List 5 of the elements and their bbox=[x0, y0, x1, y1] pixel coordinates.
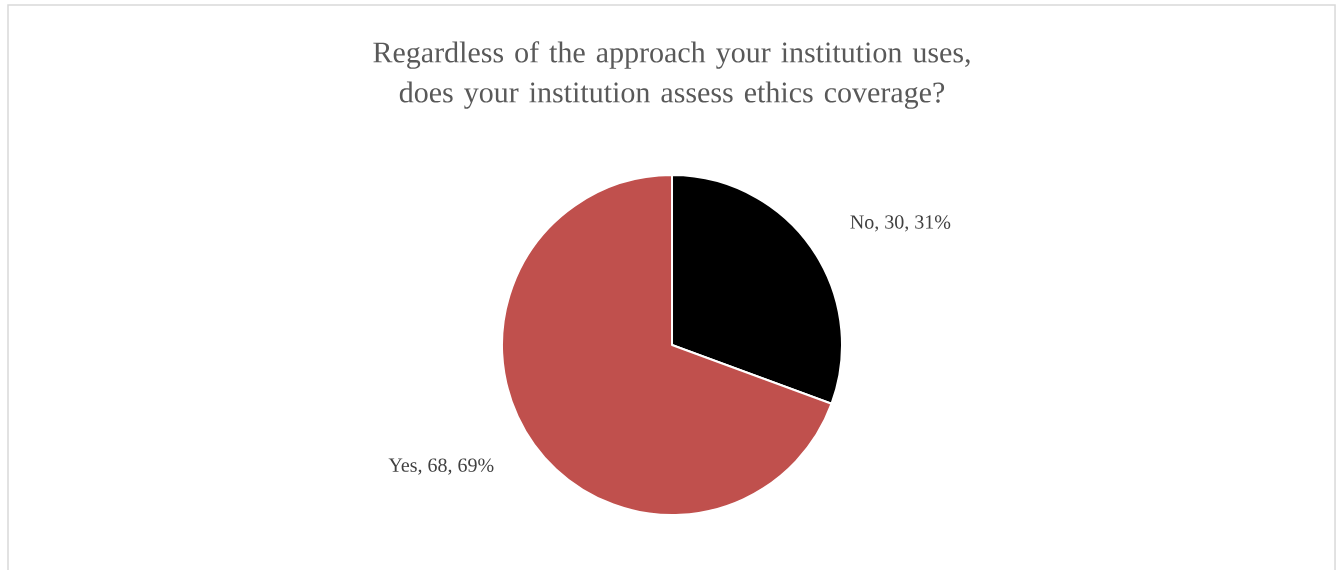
data-label: , 30, 31% bbox=[875, 215, 951, 232]
data-label: , 68, 69% bbox=[418, 458, 494, 475]
chart-title: Regardless of the approach your institution uses, does your institution assess ethics coverage? bbox=[373, 41, 970, 109]
slice-label: Yes bbox=[388, 458, 417, 472]
slice-label: No bbox=[850, 215, 874, 229]
